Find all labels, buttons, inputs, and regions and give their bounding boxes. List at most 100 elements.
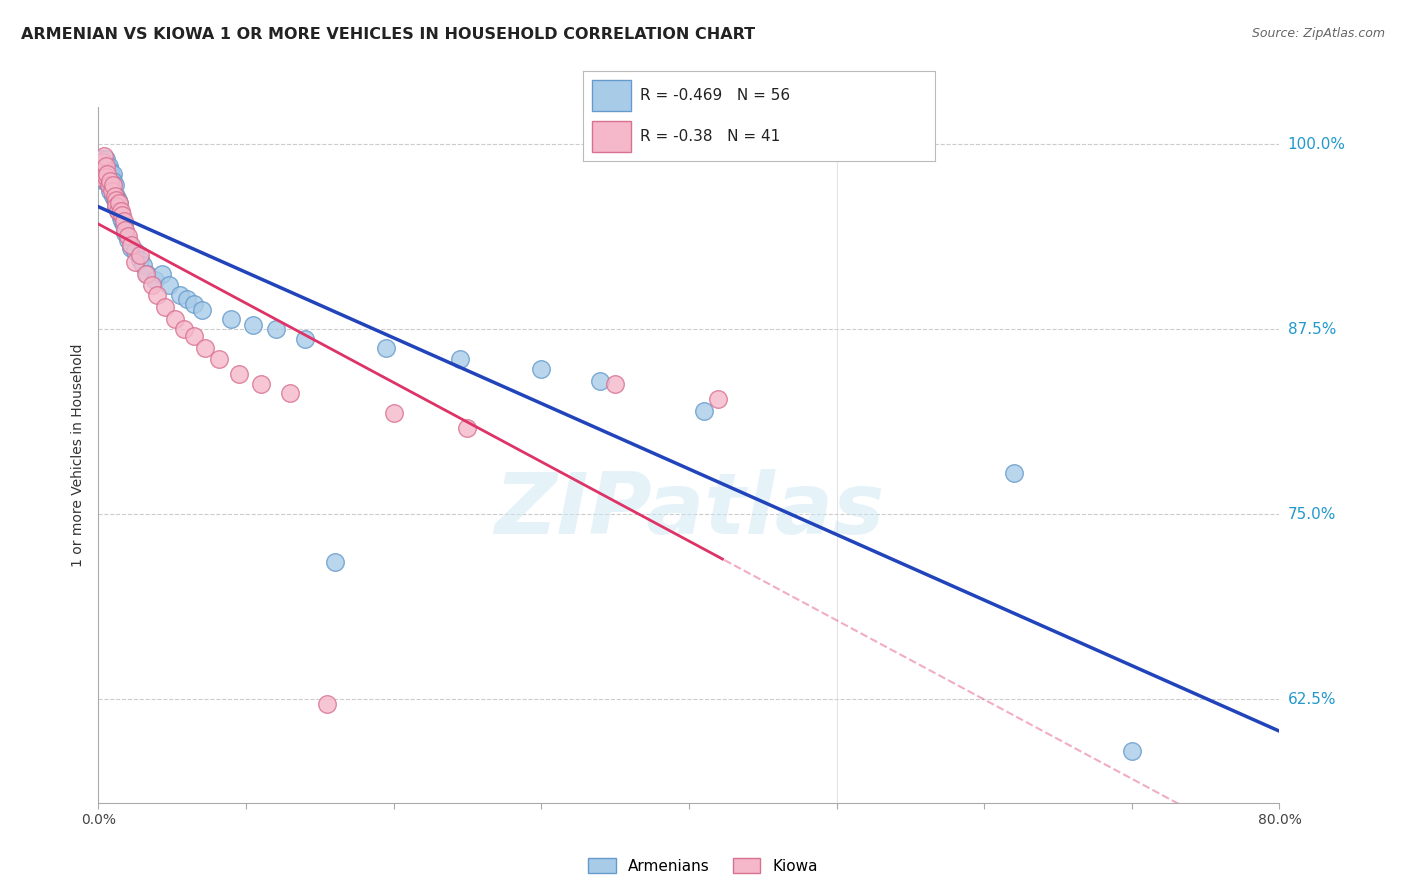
Point [103,174,125,188]
Point [98,185,121,199]
Point [169,288,191,302]
Point [124,244,146,258]
Point [96,169,118,184]
Text: Source: ZipAtlas.com: Source: ZipAtlas.com [1251,27,1385,40]
Point [278,385,302,400]
Point [114,226,136,240]
Point [128,248,150,262]
Point [89,169,111,184]
Point [94,167,117,181]
Text: 87.5%: 87.5% [1288,322,1336,336]
Point [323,554,346,568]
Point [97,167,120,181]
Point [94,174,117,188]
Point [111,208,134,222]
Point [103,178,125,193]
Point [112,214,135,228]
Point [294,333,316,347]
Point [100,169,122,184]
Point [90,163,112,178]
Text: R = -0.469   N = 56: R = -0.469 N = 56 [640,88,790,103]
Text: 75.0%: 75.0% [1288,507,1336,522]
Text: R = -0.38   N = 41: R = -0.38 N = 41 [640,129,780,144]
Point [143,273,166,287]
Point [98,174,121,188]
Point [176,293,198,307]
Point [110,211,132,225]
Point [91,159,114,173]
Point [165,311,187,326]
Point [108,196,131,211]
Point [153,300,176,314]
Point [120,241,142,255]
Point [107,203,129,218]
Point [98,174,121,188]
Point [530,362,553,376]
Text: 62.5%: 62.5% [1288,691,1336,706]
Text: 100.0%: 100.0% [1288,136,1346,152]
Point [112,219,135,233]
Point [250,376,273,391]
Point [108,196,131,211]
Point [93,149,115,163]
Point [173,322,195,336]
Text: ZIPatlas: ZIPatlas [494,469,884,552]
Point [104,178,127,193]
Point [117,228,139,243]
Point [105,194,128,208]
FancyBboxPatch shape [592,80,631,111]
Point [103,189,125,203]
Point [110,203,132,218]
Point [111,214,134,228]
Point [100,185,122,199]
Point [228,367,250,381]
Point [105,199,128,213]
Legend: Armenians, Kiowa: Armenians, Kiowa [582,852,824,880]
Point [104,189,127,203]
Point [456,421,478,435]
Point [124,255,146,269]
Point [264,322,287,336]
Point [208,351,231,366]
Point [136,268,159,282]
Point [107,203,129,218]
Point [605,376,627,391]
Point [104,194,127,208]
Point [589,374,612,388]
Point [135,268,157,282]
Point [97,159,120,173]
Point [120,237,142,252]
Point [183,297,205,311]
Point [94,159,117,173]
Point [97,178,120,193]
Point [93,174,115,188]
Point [98,163,121,178]
Point [219,311,242,326]
Point [382,407,405,421]
Point [107,194,129,208]
Point [150,268,173,282]
Point [449,351,471,366]
Point [100,181,122,195]
Point [693,403,716,417]
Point [183,329,205,343]
Point [128,252,150,267]
Point [146,288,169,302]
Point [93,159,115,173]
Point [242,318,264,332]
Point [191,302,214,317]
Point [96,167,118,181]
Point [141,277,163,292]
Point [94,152,117,166]
Point [1121,744,1143,758]
Point [103,167,125,181]
Y-axis label: 1 or more Vehicles in Household: 1 or more Vehicles in Household [72,343,86,566]
Point [94,169,117,184]
FancyBboxPatch shape [592,121,631,152]
Point [114,223,136,237]
Point [707,392,730,406]
Text: ARMENIAN VS KIOWA 1 OR MORE VEHICLES IN HOUSEHOLD CORRELATION CHART: ARMENIAN VS KIOWA 1 OR MORE VEHICLES IN … [21,27,755,42]
Point [105,199,128,213]
Point [157,277,180,292]
Point [316,697,339,711]
